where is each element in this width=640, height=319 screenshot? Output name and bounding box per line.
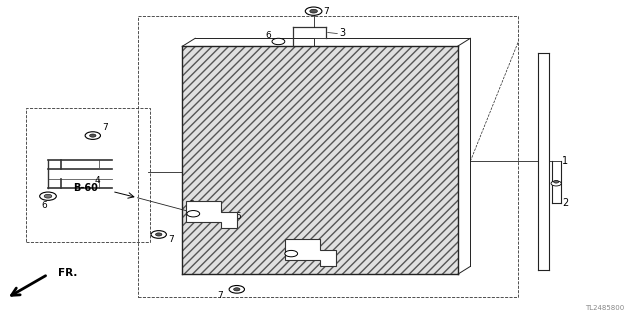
Bar [138,16,518,297]
Text: 6: 6 [189,200,195,209]
Text: 6: 6 [42,201,47,210]
Circle shape [310,9,317,13]
Text: 7: 7 [102,123,108,132]
Text: TL2485800: TL2485800 [585,305,624,311]
Circle shape [156,233,162,236]
Circle shape [285,250,298,257]
Text: 3: 3 [339,28,346,39]
Text: 7: 7 [218,291,223,300]
Text: ACURA: ACURA [257,142,357,190]
Polygon shape [186,201,237,228]
Polygon shape [182,46,458,274]
Circle shape [305,7,322,15]
Text: 6: 6 [285,242,291,251]
Circle shape [40,192,56,200]
Text: 1: 1 [562,156,568,166]
Circle shape [151,231,166,238]
Circle shape [554,181,559,183]
Text: 7: 7 [323,7,329,16]
Circle shape [44,194,52,198]
Polygon shape [285,239,336,266]
Text: 5: 5 [329,251,335,260]
Text: FR.: FR. [58,268,77,278]
Text: 7: 7 [168,235,174,244]
Circle shape [187,211,200,217]
Bar [26,108,150,242]
Circle shape [551,181,561,186]
Circle shape [90,134,96,137]
Circle shape [85,132,100,139]
Text: 6: 6 [266,31,271,40]
Text: 5: 5 [235,212,241,221]
Circle shape [229,286,244,293]
Circle shape [234,288,240,291]
Circle shape [272,38,285,45]
Text: B-60: B-60 [74,183,99,193]
Text: 4: 4 [95,176,100,185]
Text: 2: 2 [562,197,568,208]
